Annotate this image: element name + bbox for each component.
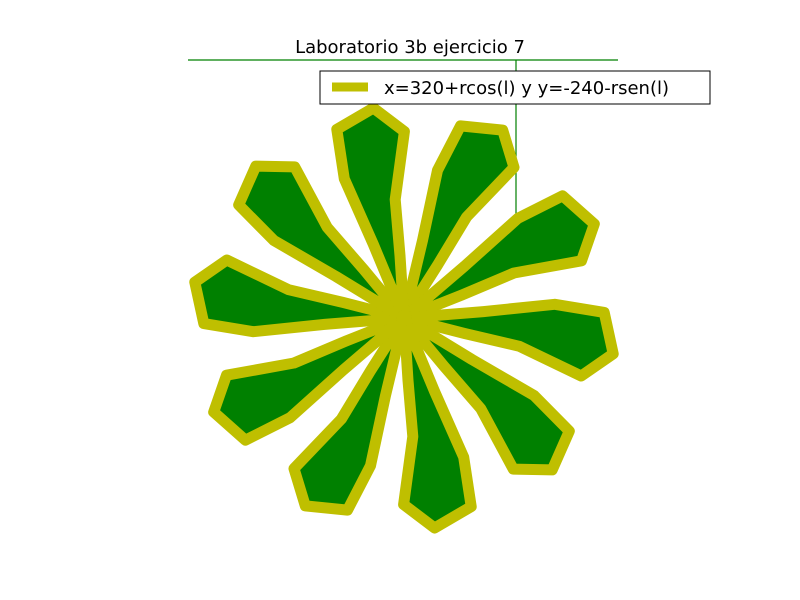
petal-10	[331, 102, 410, 324]
petal-6	[288, 312, 410, 516]
petal-5	[398, 312, 477, 534]
petal-9	[233, 160, 410, 324]
legend: x=320+rcos(l) y y=-240-rsen(l)	[319, 70, 711, 105]
rose-curve	[189, 102, 619, 534]
center-dot	[396, 310, 412, 326]
legend-label: x=320+rcos(l) y y=-240-rsen(l)	[384, 78, 669, 99]
petal-4	[398, 312, 575, 476]
chart-title: Laboratorio 3b ejercicio 7	[295, 37, 525, 58]
petal-7	[208, 312, 410, 446]
petal-1	[398, 120, 520, 324]
petal-2	[398, 190, 600, 324]
legend-box	[319, 70, 711, 105]
petal-3	[398, 298, 619, 382]
petal-8	[189, 254, 410, 338]
